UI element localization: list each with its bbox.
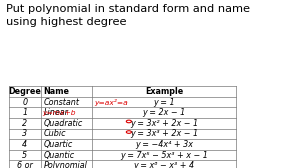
- Text: Quartic: Quartic: [44, 140, 73, 149]
- Text: Degree: Degree: [8, 87, 41, 96]
- Text: y=mx+b: y=mx+b: [43, 110, 76, 116]
- Text: y = x⁶ − x³ + 4: y = x⁶ − x³ + 4: [134, 161, 194, 168]
- Text: 0: 0: [22, 98, 27, 107]
- Text: Quadratic: Quadratic: [44, 119, 83, 128]
- Text: 5: 5: [22, 151, 27, 160]
- Text: y = −4x⁴ + 3x: y = −4x⁴ + 3x: [135, 140, 193, 149]
- Text: y = 3x³ + 2x − 1: y = 3x³ + 2x − 1: [130, 130, 198, 138]
- Text: Cubic: Cubic: [44, 130, 66, 138]
- Text: y = 1: y = 1: [153, 98, 175, 107]
- Text: y = 2x − 1: y = 2x − 1: [142, 108, 185, 117]
- Text: Linear: Linear: [44, 108, 68, 117]
- Text: 4: 4: [22, 140, 27, 149]
- Text: Quantic: Quantic: [44, 151, 75, 160]
- Text: y = 7x⁵ − 5x³ + x − 1: y = 7x⁵ − 5x³ + x − 1: [120, 151, 208, 160]
- Text: Put polynomial in standard form and name
using highest degree: Put polynomial in standard form and name…: [6, 4, 250, 27]
- Text: y=ax²=a: y=ax²=a: [94, 99, 128, 106]
- Text: Constant: Constant: [44, 98, 80, 107]
- Text: 1: 1: [22, 108, 27, 117]
- Text: Name: Name: [44, 87, 69, 96]
- Text: 2: 2: [22, 119, 27, 128]
- Text: Example: Example: [145, 87, 183, 96]
- Text: Polynomial: Polynomial: [44, 161, 87, 168]
- Text: 6 or: 6 or: [17, 161, 33, 168]
- Text: 3: 3: [22, 130, 27, 138]
- Text: y = 3x² + 2x − 1: y = 3x² + 2x − 1: [130, 119, 198, 128]
